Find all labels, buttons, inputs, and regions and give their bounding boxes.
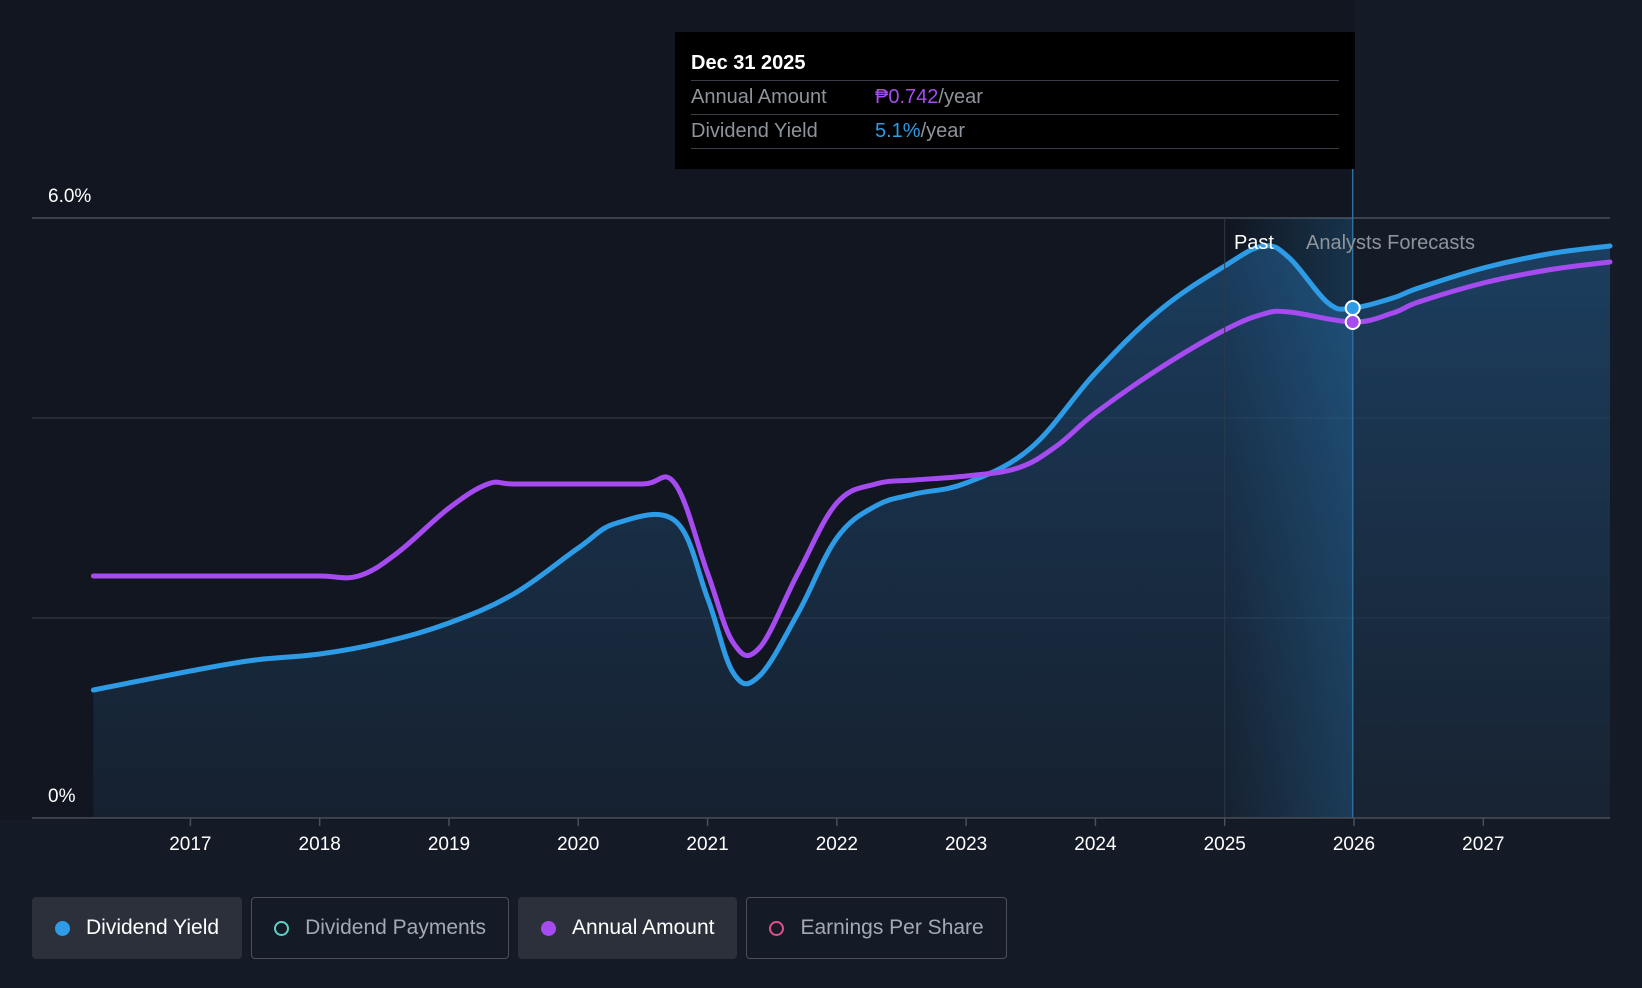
y-tick-label: 6.0%	[48, 186, 91, 207]
tooltip-value: ₱0.742	[875, 86, 939, 108]
tooltip-row-dividend-yield: Dividend Yield 5.1% /year	[691, 115, 1339, 149]
x-tick-label: 2018	[299, 834, 341, 855]
x-tick-label: 2022	[816, 834, 858, 855]
x-tick-label: 2023	[945, 834, 987, 855]
legend-annual-amount[interactable]: Annual Amount	[518, 897, 738, 959]
legend-dividend-yield[interactable]: Dividend Yield	[32, 897, 243, 959]
past-zone-label: Past	[1234, 232, 1274, 254]
earnings-per-share-dot-icon	[769, 920, 785, 936]
legend-label: Dividend Payments	[305, 916, 487, 939]
dividend-yield-dot-icon	[55, 920, 70, 936]
tooltip-unit: /year	[938, 86, 983, 108]
forecast-zone-label: Analysts Forecasts	[1306, 232, 1475, 254]
x-tick-label: 2017	[169, 834, 211, 855]
tooltip-label: Annual Amount	[691, 86, 827, 108]
legend: Dividend Yield Dividend Payments Annual …	[32, 897, 1007, 959]
y-tick-label: 0%	[48, 786, 76, 807]
x-tick-label: 2024	[1074, 834, 1117, 855]
legend-label: Dividend Yield	[86, 916, 220, 939]
annual-amount-highlight-marker	[1344, 314, 1361, 330]
tooltip-label: Dividend Yield	[691, 120, 818, 142]
x-tick-label: 2020	[557, 834, 599, 855]
legend-label: Earnings Per Share	[800, 916, 984, 939]
x-tick-label: 2027	[1462, 834, 1504, 855]
x-tick-label: 2026	[1333, 834, 1375, 855]
tooltip-unit: /year	[920, 120, 966, 142]
x-tick-label: 2021	[686, 834, 728, 855]
tooltip: Dec 31 2025 Annual Amount ₱0.742 /year D…	[675, 32, 1355, 169]
annual-amount-line	[90, 259, 1613, 659]
legend-earnings-per-share[interactable]: Earnings Per Share	[746, 897, 1007, 959]
dividend-yield-highlight-marker	[1344, 300, 1361, 316]
tooltip-date: Dec 31 2025	[691, 46, 1339, 81]
x-tick-label: 2019	[428, 834, 470, 855]
x-tick-label: 2025	[1204, 834, 1246, 855]
tooltip-row-annual-amount: Annual Amount ₱0.742 /year	[691, 81, 1339, 115]
annual-amount-dot-icon	[541, 920, 557, 936]
dividend-payments-dot-icon	[274, 920, 290, 936]
legend-dividend-payments[interactable]: Dividend Payments	[251, 897, 510, 959]
tooltip-value: 5.1%	[875, 120, 921, 142]
legend-label: Annual Amount	[572, 916, 715, 939]
